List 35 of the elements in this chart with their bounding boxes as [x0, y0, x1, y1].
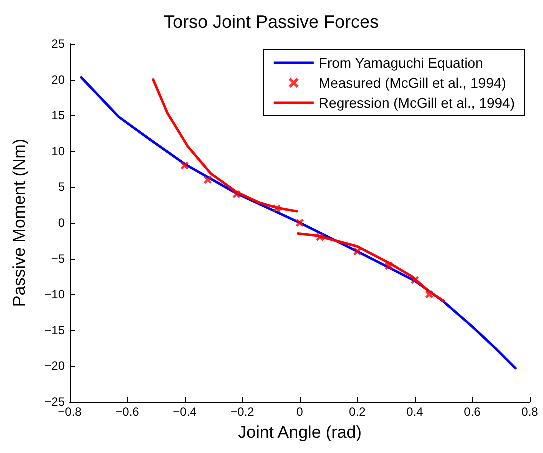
point	[181, 162, 189, 170]
point	[425, 290, 434, 299]
point	[273, 204, 281, 213]
y-tick-label: −10	[44, 288, 66, 302]
y-tick-label: 15	[52, 108, 66, 123]
chart-title: Torso Joint Passive Forces	[164, 12, 380, 32]
x-tick-label: −0.2	[230, 405, 255, 419]
point	[296, 219, 304, 227]
x-axis-title: Joint Angle (rad)	[238, 423, 362, 442]
y-tick-label: 10	[52, 144, 66, 158]
point	[204, 176, 212, 184]
point	[385, 262, 394, 270]
line-series	[80, 76, 517, 370]
point	[411, 276, 419, 284]
legend-label: Measured (McGill et al., 1994)	[318, 75, 506, 91]
x-tick-label: 0.8	[522, 405, 539, 419]
x-tick-label: −0.6	[116, 405, 140, 419]
y-tick-label: 0	[58, 216, 66, 230]
y-tick-label: −15	[44, 323, 66, 338]
x-tick-label: 0.6	[464, 405, 482, 419]
x-tick-label: 0	[296, 405, 304, 419]
point	[232, 190, 241, 198]
y-tick-label: −20	[44, 359, 66, 374]
point	[354, 248, 362, 256]
y-tick-label: 5	[58, 180, 66, 194]
legend-label: Regression (McGill et al., 1994)	[318, 95, 516, 111]
point	[316, 233, 324, 242]
legend-label: From Yamaguchi Equation	[318, 55, 484, 71]
y-axis-title: Passive Moment (Nm)	[10, 138, 29, 308]
y-tick-label: 25	[52, 37, 66, 51]
x-tick-label: 0.2	[349, 405, 366, 419]
y-tick-label: 20	[52, 72, 66, 87]
x-tick-label: −0.4	[173, 405, 198, 419]
y-tick-label: −5	[51, 252, 66, 266]
x-tick-label: 0.4	[406, 405, 424, 419]
